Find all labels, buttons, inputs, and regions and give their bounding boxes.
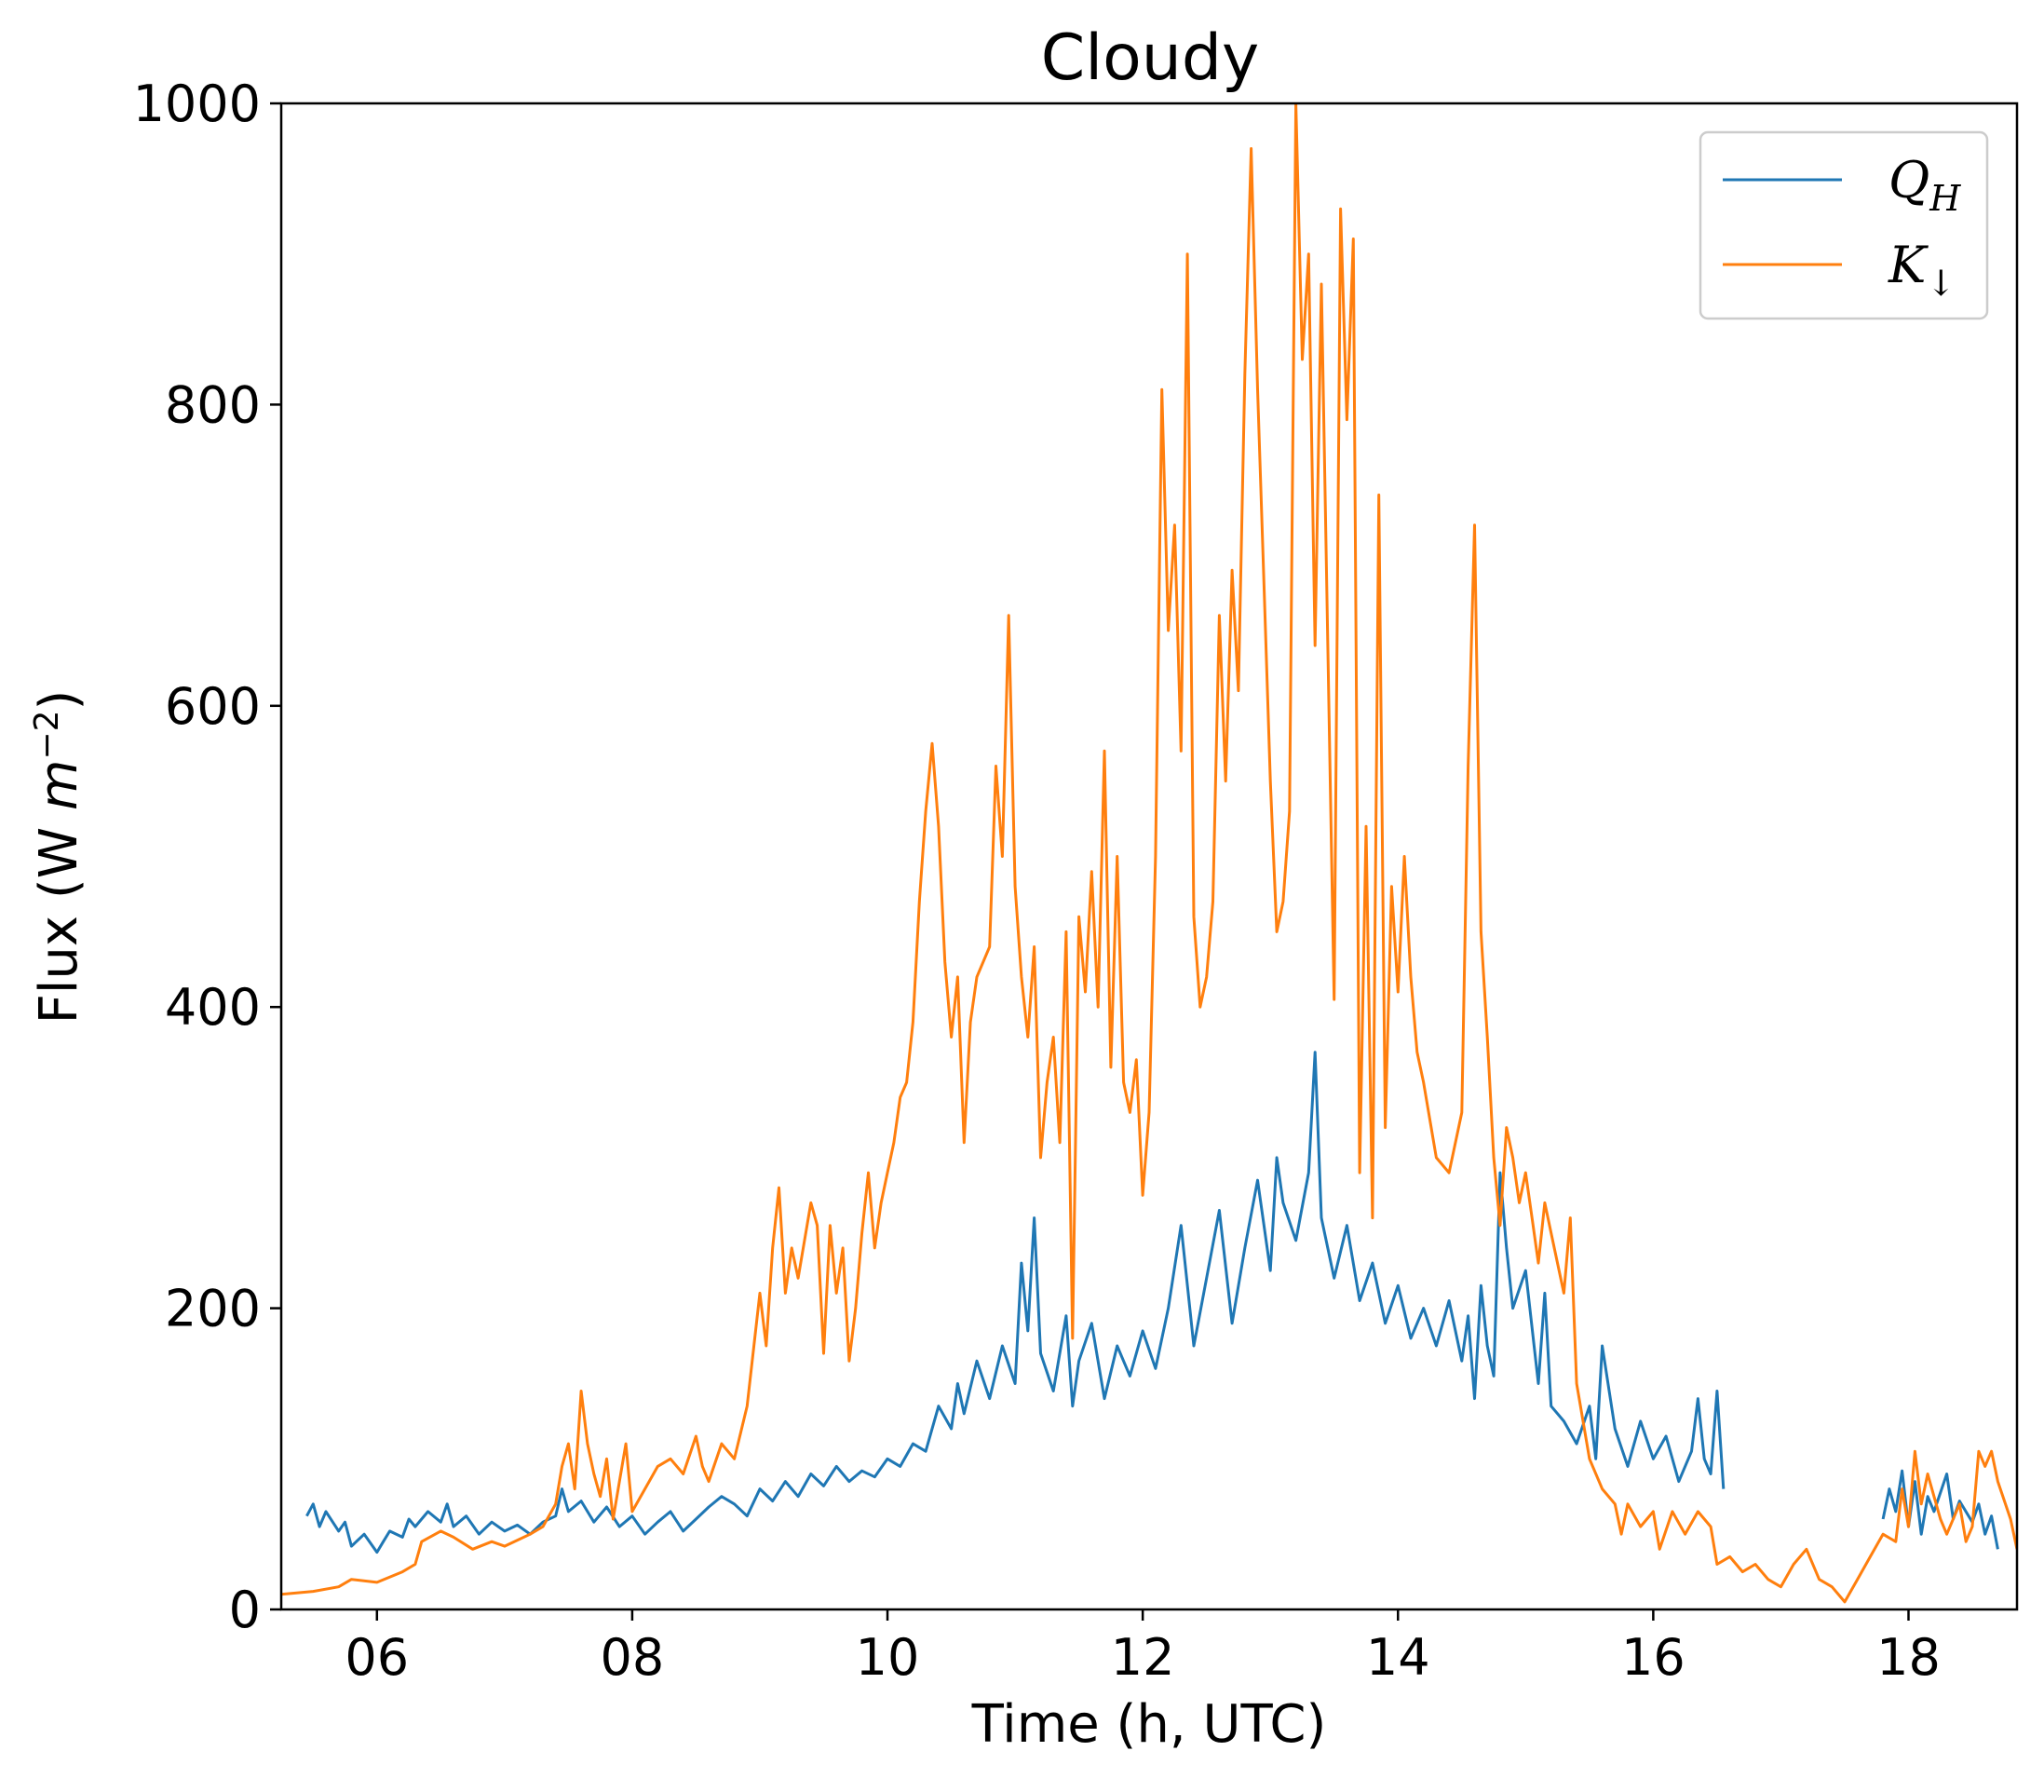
y-tick-label: 400 xyxy=(165,978,261,1037)
y-tick-label: 200 xyxy=(165,1280,261,1338)
y-tick-label: 1000 xyxy=(133,75,261,133)
series-line-qh-segment-1 xyxy=(1881,1469,1999,1550)
y-axis-label-exponent: −2 xyxy=(28,710,66,759)
legend-label-qh-main: Q xyxy=(1888,151,1929,210)
x-tick-label: 12 xyxy=(1111,1628,1175,1687)
series-line-k-down-segment-0 xyxy=(281,103,2017,1604)
legend: QH K↓ xyxy=(1699,130,1989,320)
chart-title: Cloudy xyxy=(1041,21,1259,95)
x-tick-label: 14 xyxy=(1366,1628,1430,1687)
legend-label-k-sub: ↓ xyxy=(1926,263,1956,304)
legend-label-k-main: K xyxy=(1888,236,1929,294)
x-tick-label: 10 xyxy=(856,1628,920,1687)
y-axis-label-unit: m xyxy=(29,760,89,811)
plot-frame xyxy=(279,102,2019,1611)
x-tick-label: 16 xyxy=(1621,1628,1685,1687)
series-line-qh-segment-0 xyxy=(305,1051,1726,1554)
y-tick-label: 600 xyxy=(165,677,261,736)
y-tick-label: 800 xyxy=(165,375,261,434)
y-axis: 0 200 400 600 800 1000 xyxy=(133,75,281,1639)
legend-label-k: K↓ xyxy=(1888,236,1956,304)
y-axis-label: Flux (W m−2) xyxy=(28,690,89,1025)
legend-label-qh: QH xyxy=(1888,151,1961,219)
plot-lines xyxy=(281,103,2017,1604)
legend-label-qh-sub: H xyxy=(1929,178,1961,219)
x-tick-label: 08 xyxy=(601,1628,665,1687)
x-tick-label: 18 xyxy=(1876,1628,1941,1687)
y-tick-label: 0 xyxy=(229,1581,261,1639)
y-axis-label-close: ) xyxy=(29,690,89,711)
y-axis-label-main: Flux (W xyxy=(29,810,89,1024)
x-axis: 06 08 10 12 14 16 18 xyxy=(345,1609,1941,1687)
x-tick-label: 06 xyxy=(345,1628,409,1687)
x-axis-label: Time (h, UTC) xyxy=(971,1694,1327,1755)
